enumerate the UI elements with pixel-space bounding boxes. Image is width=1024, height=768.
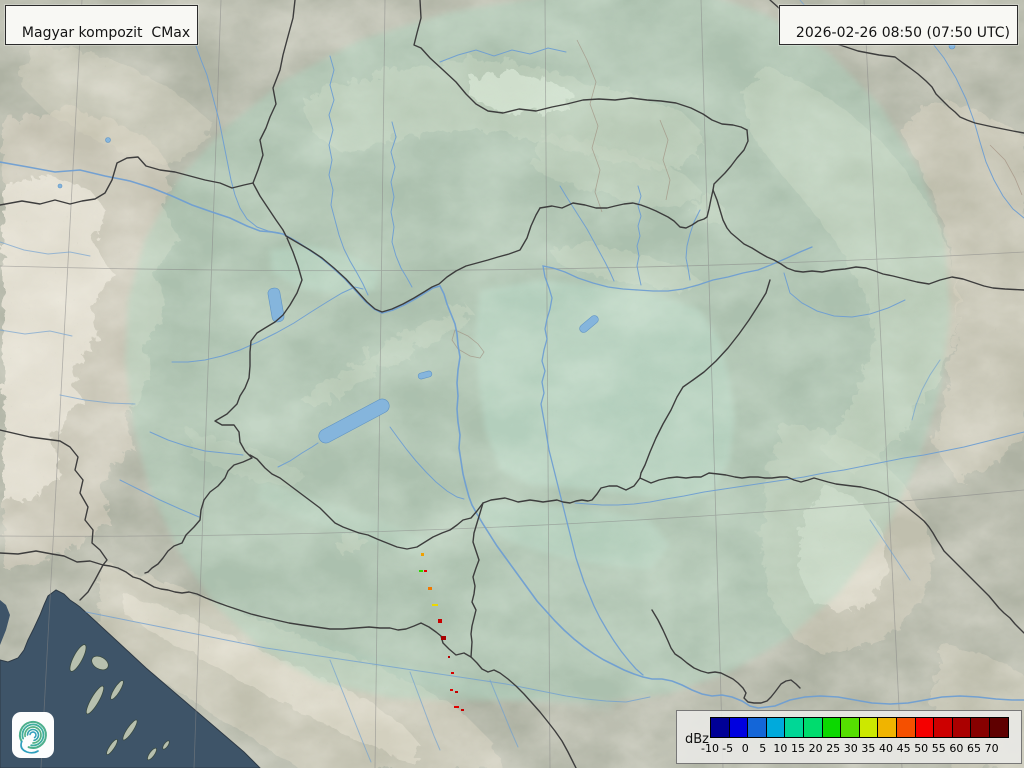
legend-color-cell (988, 717, 1009, 738)
legend-color-cells (710, 717, 1009, 738)
legend-color-cell (895, 717, 916, 738)
legend-tick: 40 (879, 742, 893, 755)
legend-color-cell (858, 717, 879, 738)
legend-color-cell (765, 717, 786, 738)
lake-neusiedl (267, 287, 285, 323)
lake-tisza (579, 315, 599, 333)
legend-unit-label: dBz (685, 732, 709, 747)
legend-tick: 5 (759, 742, 767, 755)
legend-tick-labels: -10 -5 0 5 10 15 20 25 30 35 40 45 50 55 60 65 70 (701, 740, 1010, 756)
legend-tick: -10 (701, 742, 719, 755)
legend-tick: 60 (949, 742, 964, 755)
lakes-layer (57, 42, 956, 444)
radar-coverage-area (125, 0, 950, 702)
legend-color-cell (840, 717, 860, 738)
hungaromet-spiral-icon (12, 712, 54, 758)
legend-tick: 20 (808, 742, 823, 755)
reflectivity-legend: dBz -10 -5 0 5 10 15 20 25 30 35 40 45 50 55 60 65 70 (676, 710, 1022, 764)
tisza-river (540, 246, 813, 676)
product-label-box: Magyar kompozit CMax (5, 5, 199, 45)
legend-tick: 50 (914, 742, 929, 755)
legend-tick: 70 (984, 742, 999, 755)
legend-tick: 15 (791, 742, 805, 755)
product-label: Magyar kompozit CMax (21, 25, 191, 41)
legend-color-cell (914, 717, 935, 738)
legend-tick: 25 (826, 742, 841, 755)
legend-tick: 30 (843, 742, 858, 755)
legend-color-cell (784, 717, 804, 738)
legend-color-cell (728, 717, 749, 738)
legend-color-cell (802, 717, 823, 738)
legend-color-cell (951, 717, 972, 738)
legend-color-cell (710, 717, 730, 738)
legend-tick: 0 (741, 742, 749, 755)
legend-tick: 55 (931, 742, 946, 755)
admin-boundaries (451, 39, 1023, 359)
legend-tick: -5 (722, 742, 734, 755)
legend-color-cell (747, 717, 767, 738)
lake-balaton (318, 398, 390, 444)
legend-tick: 45 (896, 742, 911, 755)
timestamp-box: 2026-02-26 08:50 (07:50 UTC) (779, 5, 1018, 45)
lake-velence (417, 370, 433, 380)
hungaromet-logo (12, 712, 54, 758)
legend-tick: 35 (861, 742, 876, 755)
legend-color-cell (933, 717, 953, 738)
legend-color-cell (877, 717, 897, 738)
legend-color-cell (970, 717, 990, 738)
legend-tick: 10 (773, 742, 788, 755)
sea-layer (0, 589, 261, 768)
timestamp-label: 2026-02-26 08:50 (07:50 UTC) (795, 25, 1010, 41)
legend-tick: 65 (967, 742, 981, 755)
legend-color-cell (821, 717, 842, 738)
